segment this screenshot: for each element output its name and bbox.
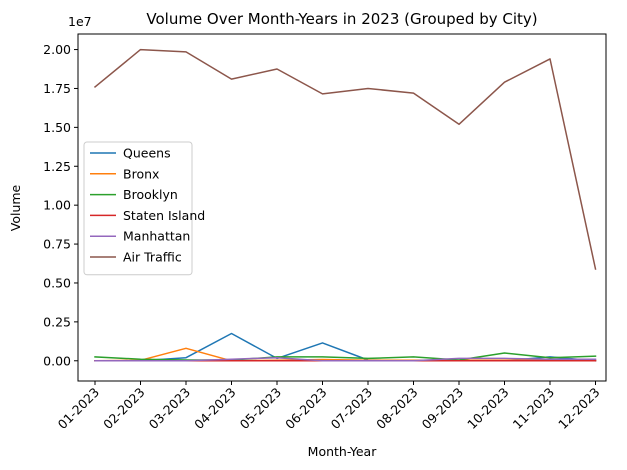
series-line-queens (94, 332, 597, 362)
y-tick-label: 1.25 (43, 159, 71, 174)
y-tick-label: 0.75 (43, 237, 71, 252)
x-tick-label: 12-2023 (555, 385, 603, 433)
x-tick-label: 01-2023 (55, 385, 103, 433)
x-tick-label: 07-2023 (328, 385, 376, 433)
y-tick-label: 2.00 (43, 42, 71, 57)
chart-title: Volume Over Month-Years in 2023 (Grouped… (146, 10, 537, 28)
y-tick-label: 1.00 (43, 198, 71, 213)
legend-label: Brooklyn (123, 187, 178, 202)
legend-label: Staten Island (123, 208, 205, 223)
y-tick-label: 1.50 (43, 120, 71, 135)
x-axis-label: Month-Year (308, 444, 378, 459)
series-line-air-traffic (93, 48, 597, 270)
x-tick-label: 03-2023 (146, 385, 194, 433)
plot-frame (77, 33, 607, 382)
x-tick-label: 11-2023 (510, 385, 558, 433)
legend-box (83, 141, 193, 276)
x-tick-label: 09-2023 (419, 385, 467, 433)
y-tick-label: 0.00 (43, 353, 71, 368)
legend-label: Bronx (123, 166, 159, 181)
y-tick-label: 0.50 (43, 275, 71, 290)
series-line-brooklyn (94, 352, 597, 361)
legend-label: Air Traffic (123, 250, 182, 265)
y-axis-multiplier: 1e7 (68, 14, 92, 29)
legend-label: Manhattan (123, 229, 190, 244)
x-tick-label: 05-2023 (237, 385, 285, 433)
x-tick-label: 04-2023 (191, 385, 239, 433)
y-tick-label: 0.25 (43, 314, 71, 329)
legend: Queens Bronx Brooklyn Staten Island Manhatta… (83, 141, 205, 276)
x-tick-label: 06-2023 (282, 385, 330, 433)
y-axis-label: Volume (8, 184, 23, 231)
x-tick-label: 08-2023 (373, 385, 421, 433)
series-line-manhattan (94, 356, 597, 362)
x-tick-label: 10-2023 (464, 385, 512, 433)
legend-label: Queens (123, 146, 171, 161)
x-tick-label: 02-2023 (100, 385, 148, 433)
y-tick-label: 1.75 (43, 81, 71, 96)
series-layer (93, 48, 597, 362)
